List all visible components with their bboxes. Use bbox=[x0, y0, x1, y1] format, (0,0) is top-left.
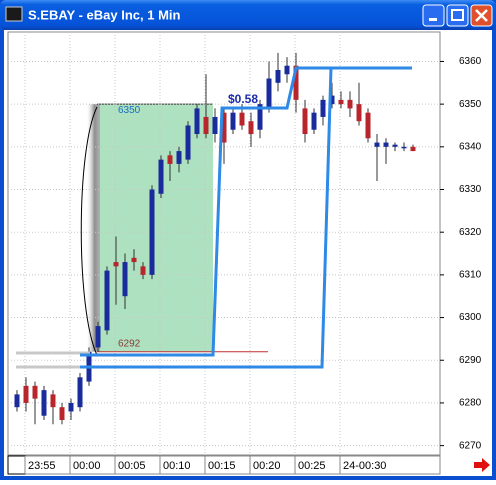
maximize-button[interactable] bbox=[446, 4, 469, 27]
candle-body bbox=[59, 407, 65, 420]
trade-line bbox=[80, 67, 333, 369]
candle-body bbox=[392, 144, 398, 147]
x-tick-label: 00:20 bbox=[253, 460, 281, 472]
candle-body bbox=[158, 159, 164, 194]
close-icon bbox=[475, 9, 488, 22]
candle-body bbox=[221, 112, 227, 143]
y-tick-label: 6350 bbox=[459, 99, 482, 110]
range-box bbox=[97, 104, 213, 352]
candle-body bbox=[68, 402, 74, 412]
candle-body bbox=[230, 112, 236, 130]
x-tick-label: 00:25 bbox=[298, 460, 326, 472]
maximize-icon bbox=[451, 9, 464, 21]
y-tick-label: 6300 bbox=[459, 312, 482, 323]
y-tick-label: 6360 bbox=[459, 56, 482, 67]
candle-body bbox=[140, 266, 146, 275]
candle-body bbox=[275, 69, 281, 83]
candle-body bbox=[311, 112, 317, 130]
app-icon bbox=[5, 6, 23, 22]
y-tick-label: 6320 bbox=[459, 227, 482, 238]
candle-body bbox=[104, 270, 110, 331]
candle-body bbox=[338, 99, 344, 105]
candle-body bbox=[302, 108, 308, 135]
x-tick-label: 00:15 bbox=[208, 460, 236, 472]
candle-body bbox=[149, 189, 155, 275]
candle-body bbox=[14, 394, 20, 408]
candle-body bbox=[284, 65, 290, 75]
candle-body bbox=[320, 99, 326, 117]
candle-body bbox=[194, 108, 200, 135]
candle-body bbox=[122, 262, 128, 297]
y-tick-label: 6330 bbox=[459, 184, 482, 195]
candle-body bbox=[32, 385, 38, 399]
y-tick-label: 6290 bbox=[459, 355, 482, 366]
x-tick-label: 24-00:30 bbox=[343, 460, 386, 472]
title-bar bbox=[0, 0, 496, 30]
annotation: $0.58 bbox=[228, 92, 258, 106]
candle-body bbox=[266, 78, 272, 109]
minimize-button[interactable] bbox=[422, 4, 445, 27]
candle-body bbox=[239, 112, 245, 126]
annotation: 6350 bbox=[118, 105, 141, 116]
candle-body bbox=[248, 121, 254, 135]
plot-frame bbox=[7, 31, 441, 456]
minimize-icon bbox=[429, 18, 437, 21]
candle-body bbox=[185, 125, 191, 160]
candle-body bbox=[131, 257, 137, 263]
candle-body bbox=[293, 65, 299, 100]
candle-body bbox=[383, 142, 389, 147]
candle-body bbox=[41, 390, 47, 416]
candle-body bbox=[347, 99, 353, 109]
candle-body bbox=[329, 95, 335, 105]
candle-body bbox=[356, 104, 362, 122]
window-title: S.EBAY - eBay Inc, 1 Min bbox=[28, 7, 181, 22]
annotation: 6292 bbox=[118, 338, 141, 349]
candle-body bbox=[203, 116, 209, 135]
y-tick-label: 6340 bbox=[459, 141, 482, 152]
x-tick-label: 00:10 bbox=[163, 460, 191, 472]
y-tick-label: 6310 bbox=[459, 270, 482, 281]
candle-body bbox=[23, 385, 29, 403]
candle-body bbox=[167, 155, 173, 164]
trade-line bbox=[80, 66, 412, 357]
x-tick-label: 00:05 bbox=[118, 460, 146, 472]
range-shade bbox=[86, 104, 100, 352]
candle-body bbox=[257, 104, 263, 130]
x-tick-label: 23:55 bbox=[28, 460, 56, 472]
ellipse-arc bbox=[80, 106, 98, 356]
candle-body bbox=[365, 112, 371, 139]
candle-body bbox=[77, 377, 83, 408]
candle-body bbox=[95, 326, 101, 348]
candle-body bbox=[374, 142, 380, 147]
corner-box bbox=[7, 455, 26, 475]
candle-body bbox=[410, 146, 416, 152]
x-tick-label: 00:00 bbox=[73, 460, 101, 472]
candle-body bbox=[113, 262, 119, 267]
scroll-arrow[interactable] bbox=[474, 458, 490, 472]
y-tick-label: 6280 bbox=[459, 398, 482, 409]
y-tick-label: 6270 bbox=[459, 440, 482, 451]
candle-body bbox=[50, 394, 56, 408]
candle-body bbox=[212, 116, 218, 135]
candle-body bbox=[176, 151, 182, 164]
candle-body bbox=[401, 146, 407, 149]
